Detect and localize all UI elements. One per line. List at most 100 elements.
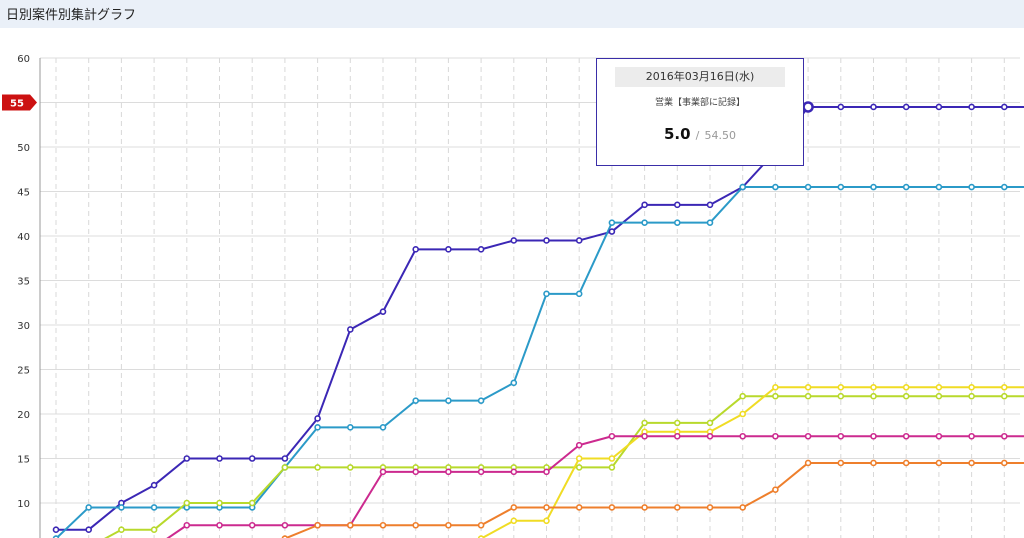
data-point[interactable] [902,183,910,191]
data-point[interactable] [281,455,289,462]
data-point[interactable] [183,455,191,462]
data-point[interactable] [150,481,158,489]
data-point[interactable] [608,432,616,440]
data-point[interactable] [477,246,485,253]
data-point[interactable] [902,432,910,440]
data-point[interactable] [804,183,812,191]
data-point[interactable] [575,441,583,449]
data-point[interactable] [346,521,354,529]
data-point[interactable] [379,424,387,431]
data-point[interactable] [379,308,387,315]
data-point[interactable] [870,383,877,391]
data-point[interactable] [445,468,452,476]
data-point[interactable] [118,526,125,534]
data-point[interactable] [379,521,387,529]
data-point[interactable] [935,103,943,111]
data-point[interactable] [772,383,779,391]
data-point[interactable] [314,464,321,471]
data-point[interactable] [248,521,256,529]
data-point[interactable] [641,419,648,427]
data-point[interactable] [346,424,354,431]
data-point[interactable] [445,521,452,529]
data-point[interactable] [477,521,485,529]
data-point[interactable] [575,290,583,298]
data-point[interactable] [739,183,747,191]
data-point[interactable] [477,468,485,476]
data-point[interactable] [346,464,354,471]
data-point[interactable] [641,201,648,209]
data-point[interactable] [837,183,845,191]
data-point[interactable] [968,183,975,191]
data-point[interactable] [543,237,550,244]
data-point[interactable] [739,432,747,440]
data-point[interactable] [543,468,550,476]
data-point[interactable] [935,383,943,391]
data-point[interactable] [248,499,256,507]
data-point[interactable] [772,432,779,440]
data-point[interactable] [772,486,779,493]
data-point[interactable] [445,397,452,404]
data-point[interactable] [575,237,583,244]
data-point[interactable] [412,521,420,529]
data-point[interactable] [706,504,714,511]
data-point[interactable] [641,219,648,226]
data-point[interactable] [706,219,714,226]
data-point[interactable] [1000,183,1008,191]
data-point[interactable] [837,432,845,440]
data-point[interactable] [85,504,92,511]
data-point[interactable] [1000,103,1008,111]
data-point[interactable] [968,432,975,440]
data-point[interactable] [575,504,583,511]
data-point[interactable] [281,464,289,471]
data-point[interactable] [804,392,812,400]
data-point[interactable] [150,504,158,511]
data-point[interactable] [739,392,747,400]
data-point[interactable] [412,246,420,253]
data-point[interactable] [346,326,354,333]
data-point[interactable] [543,290,550,298]
data-point[interactable] [804,432,812,440]
data-point[interactable] [412,397,420,404]
data-point[interactable] [673,504,681,511]
data-point[interactable] [543,504,550,511]
data-point[interactable] [608,504,616,511]
data-point[interactable] [837,392,845,400]
data-point[interactable] [837,103,845,111]
data-point[interactable] [739,410,747,418]
data-point[interactable] [673,419,681,427]
data-point[interactable] [608,464,616,471]
data-point[interactable] [935,459,943,467]
data-point[interactable] [412,468,420,476]
data-point[interactable] [216,455,223,462]
data-point[interactable] [837,383,845,391]
data-point[interactable] [935,432,943,440]
highlighted-data-point[interactable] [802,101,814,113]
data-point[interactable] [902,383,910,391]
data-point[interactable] [902,103,910,111]
data-point[interactable] [706,432,714,440]
data-point[interactable] [510,237,518,244]
data-point[interactable] [445,246,452,253]
data-point[interactable] [870,392,877,400]
data-point[interactable] [216,499,223,507]
data-point[interactable] [902,459,910,467]
data-point[interactable] [608,455,616,462]
data-point[interactable] [85,526,92,534]
data-point[interactable] [183,521,191,529]
data-point[interactable] [379,468,387,476]
data-point[interactable] [772,183,779,191]
data-point[interactable] [739,504,747,511]
data-point[interactable] [575,455,583,462]
data-point[interactable] [706,201,714,209]
data-point[interactable] [608,219,616,226]
data-point[interactable] [314,521,321,529]
data-point[interactable] [1000,392,1008,400]
data-point[interactable] [673,201,681,209]
data-point[interactable] [641,504,648,511]
data-point[interactable] [510,379,518,387]
data-point[interactable] [837,459,845,467]
data-point[interactable] [870,183,877,191]
data-point[interactable] [935,183,943,191]
data-point[interactable] [52,526,60,534]
data-point[interactable] [935,392,943,400]
